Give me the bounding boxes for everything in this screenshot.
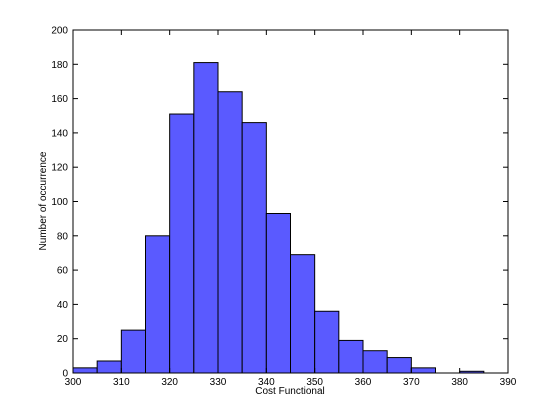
bar: [120, 329, 147, 374]
bar: [241, 122, 267, 374]
x-tick-label: 350: [306, 377, 323, 388]
y-tick-label: 140: [51, 128, 68, 139]
bar: [290, 254, 316, 374]
bar: [96, 360, 122, 374]
y-tick-label: 200: [51, 26, 68, 37]
y-tick-label: 60: [57, 266, 69, 277]
y-axis-label: Number of occurrence: [38, 151, 49, 250]
x-tick-label: 360: [355, 377, 372, 388]
bar: [217, 91, 243, 374]
x-tick-label: 300: [65, 377, 82, 388]
bar: [410, 367, 437, 374]
bar: [169, 113, 195, 374]
x-tick-label: 320: [161, 377, 178, 388]
bar: [386, 357, 412, 374]
bar: [314, 310, 340, 374]
y-tick-label: 20: [57, 334, 69, 345]
y-tick-label: 40: [57, 300, 69, 311]
x-tick-label: 380: [451, 377, 468, 388]
x-tick-label: 330: [210, 377, 227, 388]
x-tick-label: 340: [258, 377, 275, 388]
y-tick-label: 120: [51, 163, 68, 174]
y-tick-label: 160: [51, 94, 68, 105]
bar: [362, 350, 388, 374]
y-tick-label: 180: [51, 60, 68, 71]
y-tick-label: 80: [57, 231, 69, 242]
x-tick-label: 390: [500, 377, 517, 388]
bar: [72, 367, 98, 374]
bar: [193, 62, 219, 374]
x-tick-label: 310: [113, 377, 130, 388]
x-axis-label: Cost Functional: [255, 386, 324, 397]
y-tick-label: 100: [51, 197, 68, 208]
bar: [338, 339, 364, 374]
bar: [145, 235, 171, 374]
bar: [265, 213, 292, 374]
y-tick-label: 0: [62, 369, 68, 380]
x-tick-label: 370: [403, 377, 420, 388]
